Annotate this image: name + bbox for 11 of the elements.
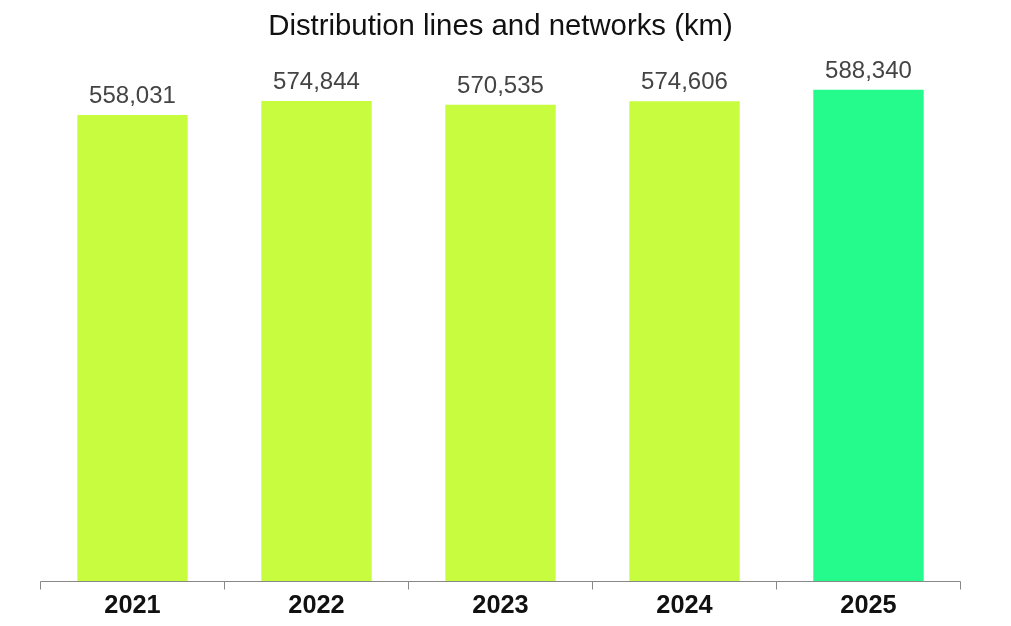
data-label: 570,535 (457, 70, 544, 98)
x-tick-label: 2021 (104, 589, 161, 618)
data-label: 588,340 (825, 55, 912, 83)
x-tick-label: 2024 (656, 589, 713, 618)
data-label: 574,844 (273, 67, 360, 95)
chart-title: Distribution lines and networks (km) (268, 7, 733, 41)
x-tick-label: 2025 (840, 589, 897, 618)
x-tick-label: 2023 (472, 589, 529, 618)
data-label: 574,606 (641, 67, 728, 95)
x-tick-label: 2022 (288, 589, 345, 618)
data-label: 558,031 (89, 81, 176, 109)
